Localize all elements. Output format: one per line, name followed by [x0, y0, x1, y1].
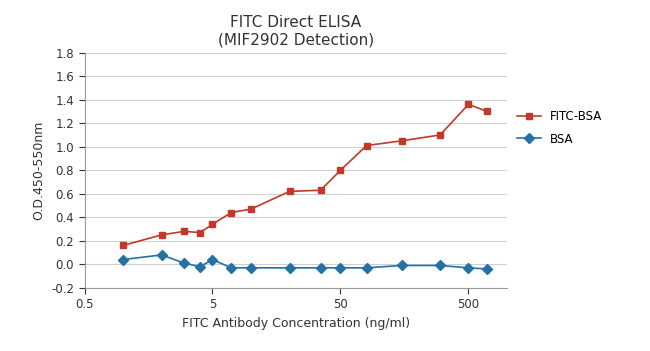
FITC-BSA [209, 222, 216, 226]
FITC-BSA [436, 133, 444, 137]
FITC-BSA [180, 229, 188, 233]
BSA [317, 266, 324, 270]
FITC-BSA [196, 231, 204, 235]
FITC-BSA [285, 189, 293, 193]
FITC-BSA [158, 233, 166, 237]
Y-axis label: O.D.450-550nm: O.D.450-550nm [32, 120, 46, 220]
FITC-BSA [227, 211, 235, 215]
Line: BSA: BSA [120, 251, 491, 272]
FITC-BSA [119, 243, 127, 247]
FITC-BSA [483, 110, 491, 114]
BSA [436, 263, 444, 267]
X-axis label: FITC Antibody Concentration (ng/ml): FITC Antibody Concentration (ng/ml) [182, 317, 410, 330]
BSA [158, 253, 166, 257]
FITC-BSA [247, 207, 255, 211]
FITC-BSA [317, 188, 324, 192]
FITC-BSA [465, 102, 473, 106]
BSA [465, 266, 473, 270]
BSA [196, 265, 204, 269]
BSA [483, 267, 491, 271]
BSA [227, 266, 235, 270]
Line: FITC-BSA: FITC-BSA [120, 101, 491, 249]
BSA [363, 266, 370, 270]
Title: FITC Direct ELISA
(MIF2902 Detection): FITC Direct ELISA (MIF2902 Detection) [218, 15, 374, 47]
BSA [119, 258, 127, 262]
Legend: FITC-BSA, BSA: FITC-BSA, BSA [517, 110, 603, 146]
BSA [285, 266, 293, 270]
FITC-BSA [363, 144, 370, 148]
FITC-BSA [337, 168, 344, 172]
BSA [209, 258, 216, 262]
BSA [247, 266, 255, 270]
BSA [337, 266, 344, 270]
FITC-BSA [398, 139, 406, 143]
BSA [180, 261, 188, 265]
BSA [398, 263, 406, 267]
